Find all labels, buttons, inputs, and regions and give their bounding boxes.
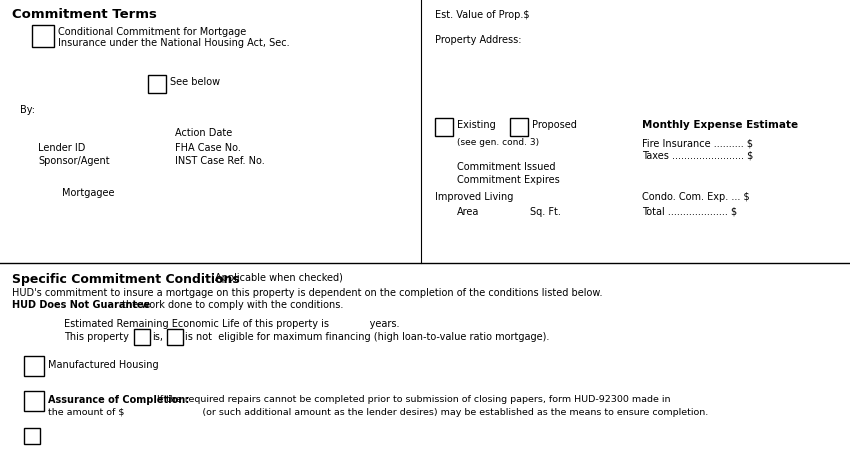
Bar xyxy=(24,391,44,411)
Text: the work done to comply with the conditions.: the work done to comply with the conditi… xyxy=(119,300,343,310)
Text: Specific Commitment Conditions: Specific Commitment Conditions xyxy=(12,273,240,286)
Text: Lender ID: Lender ID xyxy=(38,143,85,153)
Bar xyxy=(134,329,150,345)
Bar xyxy=(32,25,54,47)
Text: (see gen. cond. 3): (see gen. cond. 3) xyxy=(457,138,539,147)
Bar xyxy=(435,118,453,136)
Text: Sponsor/Agent: Sponsor/Agent xyxy=(38,156,110,166)
Bar xyxy=(24,428,40,444)
Text: FHA Case No.: FHA Case No. xyxy=(175,143,241,153)
Text: (Applicable when checked): (Applicable when checked) xyxy=(208,273,343,283)
Text: is not  eligible for maximum financing (high loan-to-value ratio mortgage).: is not eligible for maximum financing (h… xyxy=(185,332,549,342)
Text: HUD Does Not Guarantee: HUD Does Not Guarantee xyxy=(12,300,150,310)
Text: Estimated Remaining Economic Life of this property is             years.: Estimated Remaining Economic Life of thi… xyxy=(64,319,399,329)
Text: INST Case Ref. No.: INST Case Ref. No. xyxy=(175,156,264,166)
Text: HUD's commitment to insure a mortgage on this property is dependent on the compl: HUD's commitment to insure a mortgage on… xyxy=(12,288,603,298)
Text: This property: This property xyxy=(64,332,129,342)
Text: Improved Living: Improved Living xyxy=(435,192,513,202)
Text: Property Address:: Property Address: xyxy=(435,35,522,45)
Bar xyxy=(24,356,44,376)
Text: Proposed: Proposed xyxy=(532,120,577,130)
Text: Taxes ........................ $: Taxes ........................ $ xyxy=(642,151,753,161)
Bar xyxy=(167,329,183,345)
Text: By:: By: xyxy=(20,105,35,115)
Bar xyxy=(148,75,166,93)
Text: the amount of $                          (or such additional amount as the lende: the amount of $ (or such additional amou… xyxy=(48,408,708,417)
Text: Fire Insurance .......... $: Fire Insurance .......... $ xyxy=(642,138,753,148)
Text: If the required repairs cannot be completed prior to submission of closing paper: If the required repairs cannot be comple… xyxy=(151,395,671,404)
Text: Commitment Expires: Commitment Expires xyxy=(457,175,560,185)
Text: Manufactured Housing: Manufactured Housing xyxy=(48,360,159,370)
Text: See below: See below xyxy=(170,77,220,87)
Text: Sq. Ft.: Sq. Ft. xyxy=(530,207,561,217)
Text: Est. Value of Prop.$: Est. Value of Prop.$ xyxy=(435,10,530,20)
Text: Commitment Issued: Commitment Issued xyxy=(457,162,556,172)
Text: Assurance of Completion:: Assurance of Completion: xyxy=(48,395,190,405)
Text: Mortgagee: Mortgagee xyxy=(62,188,115,198)
Bar xyxy=(510,118,528,136)
Text: Existing: Existing xyxy=(457,120,496,130)
Text: Commitment Terms: Commitment Terms xyxy=(12,8,157,21)
Text: Action Date: Action Date xyxy=(175,128,232,138)
Text: Area: Area xyxy=(457,207,479,217)
Text: is,: is, xyxy=(152,332,163,342)
Text: Conditional Commitment for Mortgage: Conditional Commitment for Mortgage xyxy=(58,27,246,37)
Text: Insurance under the National Housing Act, Sec.: Insurance under the National Housing Act… xyxy=(58,38,290,48)
Text: Monthly Expense Estimate: Monthly Expense Estimate xyxy=(642,120,798,130)
Text: Condo. Com. Exp. ... $: Condo. Com. Exp. ... $ xyxy=(642,192,750,202)
Text: Total .................... $: Total .................... $ xyxy=(642,207,737,217)
